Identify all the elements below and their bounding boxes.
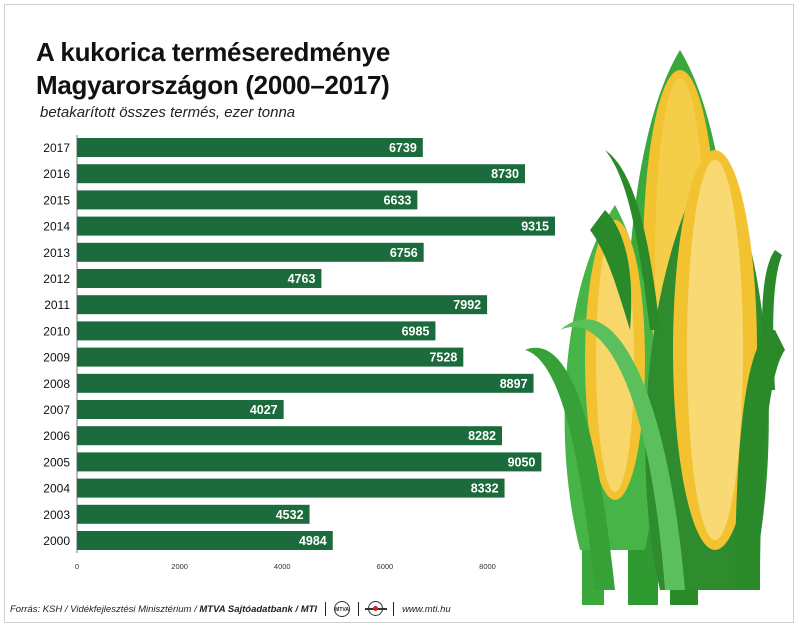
bar bbox=[77, 452, 542, 472]
category-label: 2003 bbox=[43, 508, 70, 522]
data-label: 9315 bbox=[521, 220, 549, 234]
category-label: 2009 bbox=[43, 351, 70, 365]
data-label: 4763 bbox=[288, 272, 316, 286]
data-label: 7528 bbox=[429, 351, 457, 365]
bar bbox=[77, 164, 525, 184]
figure-frame bbox=[4, 4, 794, 623]
data-label: 8897 bbox=[500, 377, 528, 391]
footer-separator bbox=[325, 602, 327, 616]
x-tick-label: 6000 bbox=[377, 562, 394, 571]
category-label: 2016 bbox=[43, 167, 70, 181]
x-tick-label: 8000 bbox=[479, 562, 496, 571]
data-label: 6739 bbox=[389, 141, 417, 155]
bar bbox=[77, 242, 424, 262]
category-label: 2011 bbox=[44, 298, 70, 312]
footer-url: www.mti.hu bbox=[402, 603, 451, 615]
corn-illustration bbox=[525, 50, 785, 605]
bar bbox=[77, 373, 534, 393]
data-label: 8282 bbox=[468, 429, 496, 443]
footer-separator bbox=[358, 602, 360, 616]
category-label: 2000 bbox=[43, 534, 70, 548]
x-tick-label: 0 bbox=[75, 562, 79, 571]
x-tick-label: 2000 bbox=[171, 562, 188, 571]
data-label: 8332 bbox=[471, 482, 499, 496]
data-label: 6633 bbox=[384, 193, 412, 207]
category-label: 2004 bbox=[43, 482, 70, 496]
mti-logo-icon bbox=[365, 601, 388, 617]
data-label: 6985 bbox=[402, 324, 430, 338]
category-label: 2006 bbox=[43, 429, 70, 443]
data-label: 7992 bbox=[453, 298, 481, 312]
category-label: 2005 bbox=[43, 455, 70, 469]
data-label: 4532 bbox=[276, 508, 304, 522]
bar bbox=[77, 504, 310, 524]
bar bbox=[77, 426, 502, 446]
bar bbox=[77, 295, 488, 315]
data-label: 6756 bbox=[390, 246, 418, 260]
chart-title: A kukorica terméseredménye Magyarországo… bbox=[36, 37, 390, 100]
bar bbox=[77, 216, 555, 236]
x-tick-label: 4000 bbox=[274, 562, 291, 571]
category-label: 2010 bbox=[43, 324, 70, 338]
bar bbox=[77, 400, 284, 419]
data-label: 4027 bbox=[250, 403, 278, 417]
bar bbox=[77, 269, 322, 288]
chart-subtitle: betakarított összes termés, ezer tonna bbox=[40, 104, 296, 121]
category-label: 2007 bbox=[43, 403, 70, 417]
category-label: 2013 bbox=[43, 246, 70, 260]
bar bbox=[77, 531, 333, 550]
category-label: 2014 bbox=[43, 220, 70, 234]
mtva-logo-icon: MTVA bbox=[334, 601, 351, 617]
data-label: 4984 bbox=[299, 534, 327, 548]
footer: Forrás: KSH / Vidékfejlesztési Minisztér… bbox=[10, 600, 451, 618]
footer-bank: MTVA Sajtóadatbank / MTI bbox=[199, 603, 318, 615]
footer-separator bbox=[393, 602, 395, 616]
data-label: 8730 bbox=[491, 167, 519, 181]
bar bbox=[77, 478, 505, 498]
category-label: 2008 bbox=[43, 377, 70, 391]
category-label: 2012 bbox=[43, 272, 70, 286]
category-label: 2017 bbox=[43, 141, 70, 155]
bar bbox=[77, 190, 418, 210]
bar bbox=[77, 347, 464, 367]
bar bbox=[77, 138, 423, 157]
category-label: 2015 bbox=[43, 193, 70, 207]
bar bbox=[77, 321, 436, 341]
data-label: 9050 bbox=[508, 455, 536, 469]
footer-source: Forrás: KSH / Vidékfejlesztési Minisztér… bbox=[10, 603, 197, 615]
